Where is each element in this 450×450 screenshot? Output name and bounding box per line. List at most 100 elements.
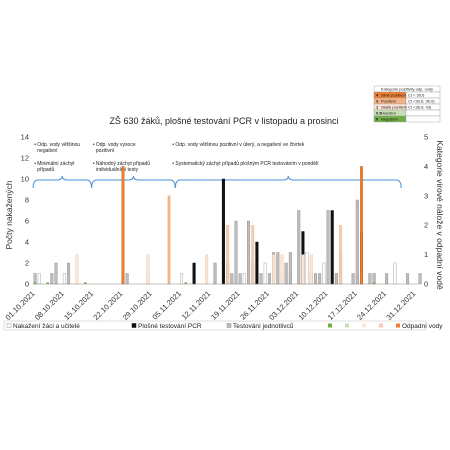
wastewater-bar <box>226 225 230 285</box>
chart-title: ZŠ 630 žáků, plošné testování PCR v list… <box>109 116 338 126</box>
annotation-text: Minimální záchyt <box>37 161 75 167</box>
period-brace <box>91 175 176 189</box>
wastewater-bar <box>33 282 37 284</box>
infected-bar <box>37 273 41 285</box>
individual-testing-bar <box>238 273 242 285</box>
wastewater-bar <box>75 254 79 285</box>
individual-testing-bar <box>259 273 263 285</box>
infected-bar <box>62 273 66 285</box>
annotation-text: Náhodný záchyt případů <box>96 160 150 167</box>
y2-tick-label: 0 <box>424 280 428 289</box>
wastewater-bar <box>360 166 363 285</box>
infected-bar <box>305 252 309 285</box>
inset-category-code: 0.5 <box>376 110 382 115</box>
wastewater-bar <box>84 282 87 284</box>
inset-category-label: Negativní <box>381 116 399 121</box>
infected-bar <box>242 273 246 285</box>
individual-testing-bar <box>230 273 234 285</box>
wastewater-bar <box>46 282 49 284</box>
y-axis-label: Počty nakažených <box>4 180 14 249</box>
y-tick-label: 0 <box>25 280 29 289</box>
pcr-testing-bar <box>330 210 334 285</box>
annotation-bullet: • <box>93 142 95 148</box>
legend-box <box>3 320 427 331</box>
individual-testing-bar <box>334 273 338 285</box>
wastewater-bar <box>205 254 209 285</box>
period-braces <box>32 175 402 189</box>
individual-testing-bar <box>368 273 372 285</box>
individual-testing-bar <box>213 262 217 285</box>
legend-swatch <box>131 323 137 328</box>
inset-category-code: 1 <box>376 104 379 109</box>
individual-testing-bar <box>284 262 288 285</box>
legend-label: Plošné testování PCR <box>138 323 202 330</box>
individual-testing-bar <box>234 220 238 285</box>
y-tick-label: 8 <box>25 196 29 205</box>
individual-testing-bar <box>297 210 301 285</box>
y-tick-label: 2 <box>25 259 29 268</box>
wastewater-bar <box>121 166 125 285</box>
y2-tick-label: 2 <box>424 221 428 230</box>
wastewater-bar <box>372 282 376 284</box>
y2-tick-label: 5 <box>424 133 428 142</box>
y2-tick-label: 4 <box>424 162 428 171</box>
wastewater-bar <box>309 254 313 285</box>
legend-label: Odpadní vody <box>402 323 443 330</box>
individual-testing-bar <box>351 273 355 285</box>
period-brace <box>174 175 402 189</box>
legend-swatch <box>226 323 232 328</box>
inset-category-range: Ct < 30,6 <box>408 92 425 97</box>
annotation-text: pozitivní <box>96 148 115 154</box>
y-tick-label: 12 <box>21 154 29 163</box>
inset-category-range: Ct <36,0; 43) <box>408 104 432 109</box>
annotation-text: negativní <box>37 148 58 154</box>
individual-testing-bar <box>406 273 410 285</box>
annotation-text: případů <box>37 166 54 173</box>
wastewater-bar <box>301 254 305 285</box>
legend-label: Nakažení žáci a učitelé <box>13 323 80 330</box>
individual-testing-bar <box>247 220 251 285</box>
inset-range-cell <box>405 109 441 117</box>
legend-swatch <box>362 323 366 328</box>
wastewater-bar <box>167 195 171 285</box>
legend: Nakažení žáci a učitelé Plošné testování … <box>3 320 443 331</box>
wastewater-bar <box>184 282 188 284</box>
annotation-text: individuálními testy <box>96 167 139 173</box>
legend-swatch <box>328 323 332 328</box>
individual-testing-bar <box>313 273 317 285</box>
individual-testing-bar <box>54 262 58 285</box>
legend-swatch <box>379 323 383 328</box>
y2-tick-label: 1 <box>424 250 428 259</box>
wastewater-bar <box>146 254 150 285</box>
individual-testing-bar <box>276 252 280 285</box>
legend-swatch <box>396 323 400 328</box>
y-tick-label: 6 <box>25 217 29 226</box>
individual-testing-bar <box>67 262 71 285</box>
individual-testing-bar <box>385 273 389 285</box>
infected-bar <box>263 262 267 285</box>
y-tick-label: 10 <box>21 175 29 184</box>
individual-testing-bar <box>267 273 271 285</box>
pcr-testing-bar <box>221 178 225 285</box>
inset-category-code: 0 <box>376 116 379 121</box>
individual-testing-bar <box>418 273 422 285</box>
pcr-testing-bar <box>192 262 196 285</box>
individual-testing-bar <box>326 210 330 285</box>
individual-testing-bar <box>288 252 292 285</box>
annotation-bullet: • <box>172 161 174 167</box>
annotation-bullet: • <box>34 142 36 148</box>
inset-category-code: 3 <box>376 98 379 103</box>
individual-testing-bar <box>125 273 129 285</box>
y-tick-label: 4 <box>25 238 29 247</box>
inset-category-label: Slabě pozitivní <box>381 104 408 109</box>
wastewater-bar <box>251 225 255 285</box>
annotation-bullet: • <box>34 161 36 167</box>
y2-axis-label: Kategorie virové nálože v odpadní vodě <box>435 140 445 290</box>
pcr-testing-bar <box>255 241 259 285</box>
individual-testing-bar <box>50 273 54 285</box>
individual-testing-bar <box>355 199 359 285</box>
y2-tick-label: 3 <box>424 191 428 200</box>
